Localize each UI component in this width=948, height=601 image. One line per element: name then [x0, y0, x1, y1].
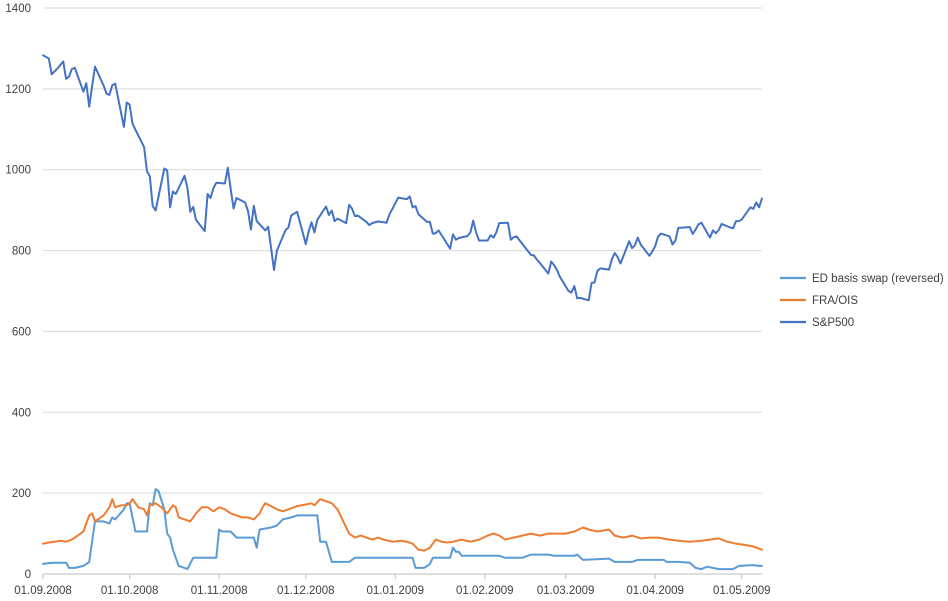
series-line-0 — [42, 488, 763, 571]
x-tick-label: 01.02.2009 — [456, 585, 514, 597]
y-tick-label: 600 — [12, 326, 31, 338]
y-tick-label: 200 — [12, 488, 31, 500]
axes: 0 200 400 600 800 1000 1200 1400 01.09.2008 01.10… — [5, 3, 770, 597]
gridlines — [43, 7, 762, 494]
x-tick-label: 01.11.2008 — [191, 585, 248, 597]
legend-label: S&P500 — [812, 317, 854, 329]
y-tick-label: 800 — [12, 246, 31, 258]
series-line-2 — [42, 54, 763, 302]
series-lines — [42, 54, 763, 571]
x-tick-label: 01.05.2009 — [713, 585, 771, 597]
x-tick-label: 01.04.2009 — [626, 585, 684, 597]
x-tick-label: 01.09.2008 — [14, 585, 72, 597]
y-tick-label: 1400 — [5, 3, 31, 15]
legend-label: ED basis swap (reversed) — [812, 273, 944, 285]
y-tick-label: 1200 — [5, 84, 31, 96]
legend: ED basis swap (reversed) FRA/OIS S&P500 — [780, 273, 944, 329]
x-tick-label: 01.12.2008 — [277, 585, 335, 597]
x-tick-label: 01.03.2009 — [537, 585, 595, 597]
y-tick-label: 0 — [25, 569, 31, 581]
x-tick-label: 01.10.2008 — [101, 585, 159, 597]
y-tick-label: 400 — [12, 407, 31, 419]
y-tick-label: 1000 — [5, 165, 31, 177]
series-line-1 — [42, 498, 763, 552]
legend-label: FRA/OIS — [812, 295, 858, 307]
x-tick-label: 01.01.2009 — [366, 585, 424, 597]
